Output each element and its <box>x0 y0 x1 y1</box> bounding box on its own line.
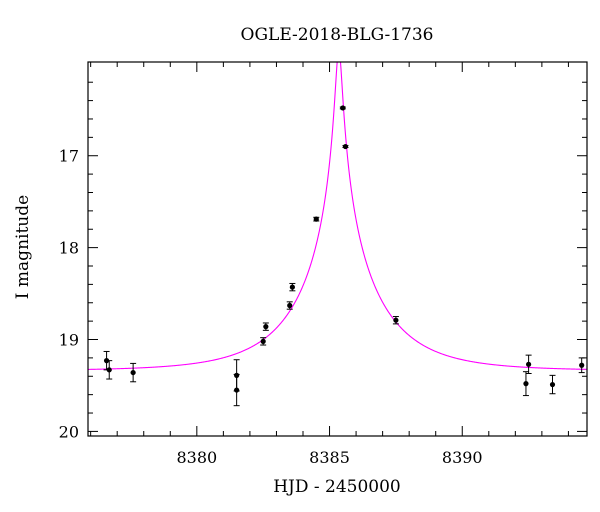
x-tick-label: 8390 <box>442 448 483 467</box>
data-point-5 <box>260 338 266 344</box>
x-axis-label: HJD - 2450000 <box>273 477 401 497</box>
x-tick-label: 8380 <box>176 448 217 467</box>
y-axis-label: I magnitude <box>13 195 33 299</box>
data-point-6 <box>263 324 269 330</box>
data-point-1 <box>106 367 112 373</box>
axes-frame <box>87 61 588 437</box>
data-point-12 <box>393 317 399 323</box>
data-point-13 <box>523 381 529 387</box>
data-point-8 <box>289 284 295 290</box>
chart-title: OGLE-2018-BLG-1736 <box>241 25 434 45</box>
data-point-11 <box>342 143 349 150</box>
data-point-2 <box>130 369 136 376</box>
y-tick-label: 18 <box>59 239 79 258</box>
data-point-16 <box>579 362 585 368</box>
data-point-10 <box>340 105 346 111</box>
y-tick-label: 17 <box>59 147 79 166</box>
y-tick-label: 20 <box>59 422 79 441</box>
plot-area: 8380 8385 8390 17 18 19 20 <box>59 61 588 467</box>
data-point-7 <box>287 302 293 309</box>
x-tick-label: 8385 <box>309 448 350 467</box>
y-tick-label: 19 <box>59 331 79 350</box>
model-curve <box>88 62 587 370</box>
data-point-9 <box>313 216 319 222</box>
data-point-14 <box>526 361 532 367</box>
data-point-4 <box>234 387 240 393</box>
data-point-15 <box>549 381 556 388</box>
